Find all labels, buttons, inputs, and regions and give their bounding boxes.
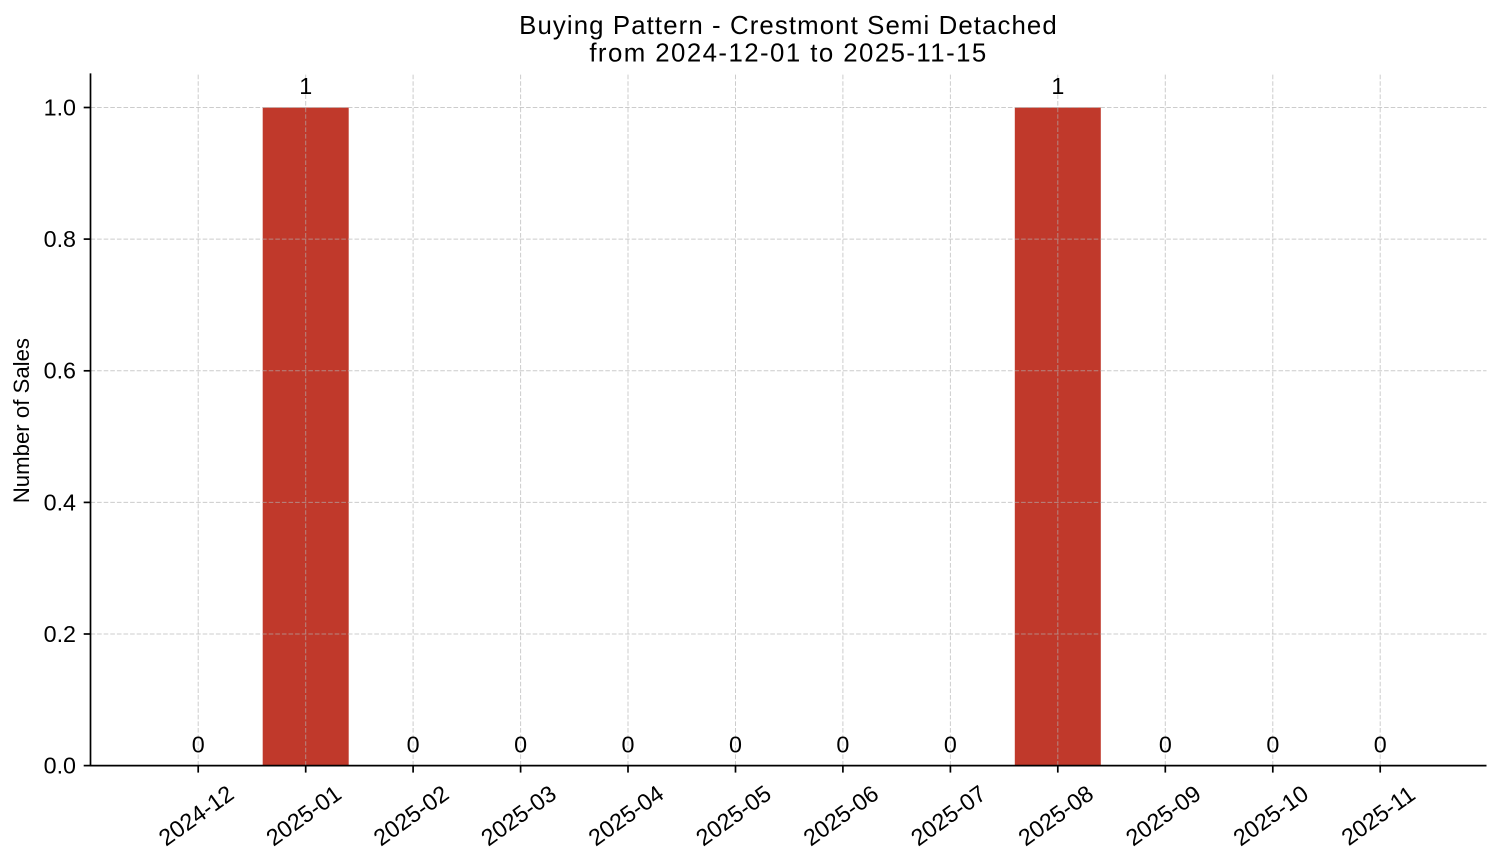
svg-text:1: 1	[299, 73, 312, 99]
svg-text:0: 0	[514, 731, 527, 757]
svg-text:0.2: 0.2	[44, 621, 76, 647]
svg-text:0: 0	[944, 731, 957, 757]
svg-text:Number of Sales: Number of Sales	[9, 338, 34, 503]
svg-text:0: 0	[836, 731, 849, 757]
svg-text:0.4: 0.4	[44, 489, 76, 515]
svg-text:0: 0	[407, 731, 420, 757]
svg-text:1.0: 1.0	[44, 94, 76, 120]
svg-text:0.8: 0.8	[44, 226, 76, 252]
svg-text:1: 1	[1051, 73, 1064, 99]
svg-text:0: 0	[1374, 731, 1387, 757]
svg-text:from 2024-12-01 to 2025-11-15: from 2024-12-01 to 2025-11-15	[589, 40, 987, 68]
svg-text:0: 0	[1266, 731, 1279, 757]
svg-text:0.0: 0.0	[44, 753, 76, 779]
svg-text:0: 0	[1159, 731, 1172, 757]
svg-text:Buying Pattern - Crestmont Sem: Buying Pattern - Crestmont Semi Detached	[519, 12, 1058, 40]
svg-text:0: 0	[192, 731, 205, 757]
svg-text:0.6: 0.6	[44, 358, 76, 384]
svg-text:0: 0	[729, 731, 742, 757]
svg-text:0: 0	[622, 731, 635, 757]
